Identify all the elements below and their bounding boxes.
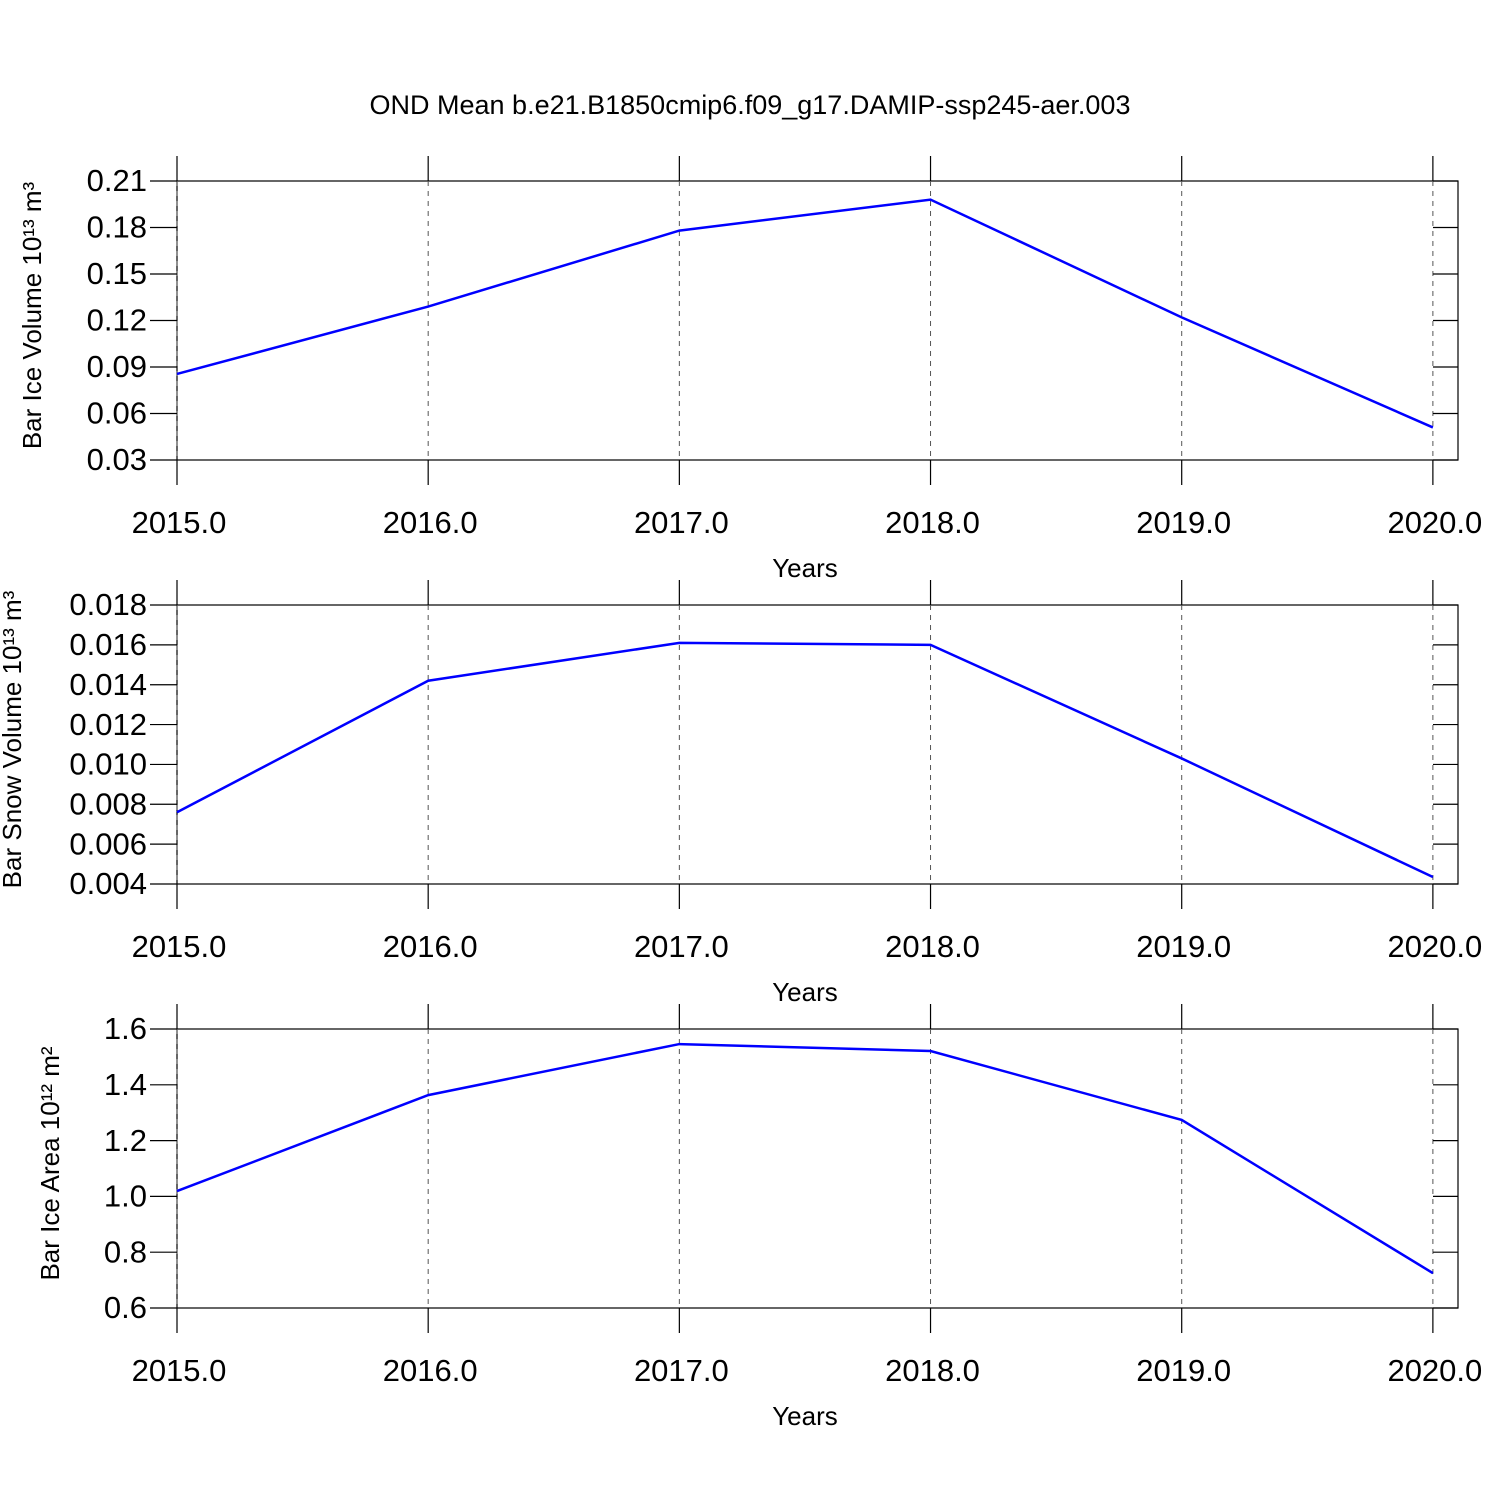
x-axis-title: Years [772, 1401, 838, 1431]
x-tick-label: 2016.0 [383, 1353, 478, 1388]
y-tick-label: 0.09 [87, 349, 147, 384]
x-tick-label: 2017.0 [634, 1353, 729, 1388]
y-tick-label: 0.006 [69, 826, 147, 861]
x-tick-label: 2020.0 [1387, 1353, 1482, 1388]
y-tick-label: 0.8 [104, 1234, 147, 1269]
x-tick-label: 2016.0 [383, 505, 478, 540]
x-tick-label: 2017.0 [634, 505, 729, 540]
x-tick-label: 2018.0 [885, 505, 980, 540]
x-tick-label: 2015.0 [132, 929, 227, 964]
y-axis-title: Bar Ice Volume 10¹³ m³ [17, 182, 47, 450]
y-tick-label: 0.010 [69, 747, 147, 782]
y-tick-label: 0.014 [69, 667, 147, 702]
y-tick-label: 1.6 [104, 1011, 147, 1046]
data-line [176, 641, 1434, 879]
y-tick-label: 0.012 [69, 707, 147, 742]
x-tick-label: 2020.0 [1387, 505, 1482, 540]
y-tick-label: 0.004 [69, 866, 147, 901]
x-axis-title: Years [772, 553, 838, 583]
y-tick-label: 0.06 [87, 396, 147, 431]
y-axis-title: Bar Snow Volume 10¹³ m³ [0, 590, 27, 888]
x-axis-title: Years [772, 977, 838, 1007]
y-tick-label: 1.4 [104, 1067, 147, 1102]
x-tick-label: 2019.0 [1136, 929, 1231, 964]
y-tick-label: 0.016 [69, 627, 147, 662]
chart-title: OND Mean b.e21.B1850cmip6.f09_g17.DAMIP-… [370, 90, 1131, 120]
x-tick-label: 2015.0 [132, 505, 227, 540]
y-tick-label: 0.21 [87, 163, 147, 198]
x-tick-label: 2019.0 [1136, 505, 1231, 540]
x-tick-label: 2018.0 [885, 1353, 980, 1388]
x-tick-label: 2017.0 [634, 929, 729, 964]
data-line [176, 198, 1434, 429]
y-tick-label: 0.018 [69, 587, 147, 622]
y-tick-label: 0.15 [87, 256, 147, 291]
plot-frame [176, 604, 1459, 885]
y-tick-label: 1.0 [104, 1179, 147, 1214]
y-tick-label: 0.03 [87, 442, 147, 477]
y-tick-label: 0.12 [87, 303, 147, 338]
y-tick-label: 1.2 [104, 1123, 147, 1158]
plot-frame [176, 180, 1459, 461]
y-tick-label: 0.18 [87, 210, 147, 245]
x-tick-label: 2016.0 [383, 929, 478, 964]
plot-frame [176, 1028, 1459, 1309]
x-tick-label: 2020.0 [1387, 929, 1482, 964]
y-tick-label: 0.008 [69, 786, 147, 821]
y-axis-title: Bar Ice Area 10¹² m² [35, 1046, 65, 1280]
x-tick-label: 2015.0 [132, 1353, 227, 1388]
x-tick-label: 2019.0 [1136, 1353, 1231, 1388]
x-tick-label: 2018.0 [885, 929, 980, 964]
data-line [176, 1042, 1434, 1275]
y-tick-label: 0.6 [104, 1290, 147, 1325]
